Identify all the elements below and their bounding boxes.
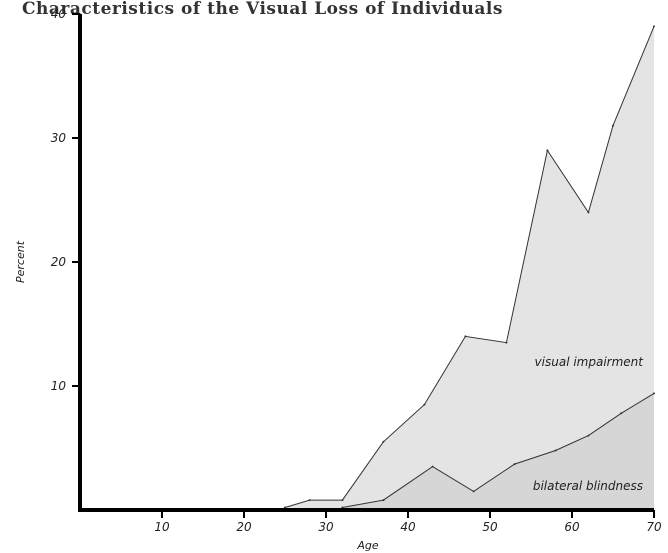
point-bilateral-blindness-6 [587, 434, 590, 437]
point-bilateral-blindness-7 [620, 412, 623, 415]
header-title: Characteristics of the Visual Loss of In… [22, 0, 503, 19]
area-layer [285, 26, 654, 511]
point-visual-impairment-6 [505, 341, 508, 344]
y-axis-label: Percent [14, 240, 27, 283]
point-bilateral-blindness-5 [554, 449, 557, 452]
y-tick-label-40: 40 [51, 7, 67, 21]
label-layer: 10 20 30 40 10 20 30 40 50 60 70 [51, 7, 662, 534]
point-bilateral-blindness-4 [513, 463, 516, 466]
point-bilateral-blindness-3 [472, 490, 475, 493]
x-tick-label-70: 70 [646, 520, 662, 534]
point-visual-impairment-7 [546, 149, 549, 152]
area-visual-impairment [285, 26, 654, 511]
point-bilateral-blindness-8 [653, 392, 655, 395]
y-tick-label-30: 30 [51, 131, 67, 145]
point-bilateral-blindness-2 [431, 465, 434, 468]
point-visual-impairment-10 [653, 25, 655, 28]
bilateral-blindness-label: bilateral blindness [533, 479, 643, 493]
point-visual-impairment-3 [382, 440, 385, 443]
point-visual-impairment-5 [464, 335, 467, 338]
x-axis-label: Age [356, 539, 379, 552]
x-tick-label-30: 30 [318, 520, 334, 534]
x-tick-label-60: 60 [564, 520, 580, 534]
x-tick-label-20: 20 [236, 520, 252, 534]
point-bilateral-blindness-1 [382, 499, 385, 502]
x-tick-label-40: 40 [400, 520, 416, 534]
point-visual-impairment-4 [423, 403, 426, 406]
point-visual-impairment-9 [612, 124, 614, 127]
x-tick-label-50: 50 [482, 520, 498, 534]
point-visual-impairment-2 [341, 499, 344, 502]
x-tick-label-10: 10 [154, 520, 170, 534]
y-tick-label-20: 20 [51, 255, 67, 269]
tick-layer [72, 13, 655, 518]
point-visual-impairment-1 [308, 499, 311, 502]
y-tick-label-10: 10 [51, 379, 67, 393]
visual-impairment-label: visual impairment [535, 355, 645, 369]
area-bilateral-blindness [342, 393, 654, 510]
point-visual-impairment-8 [587, 211, 590, 214]
